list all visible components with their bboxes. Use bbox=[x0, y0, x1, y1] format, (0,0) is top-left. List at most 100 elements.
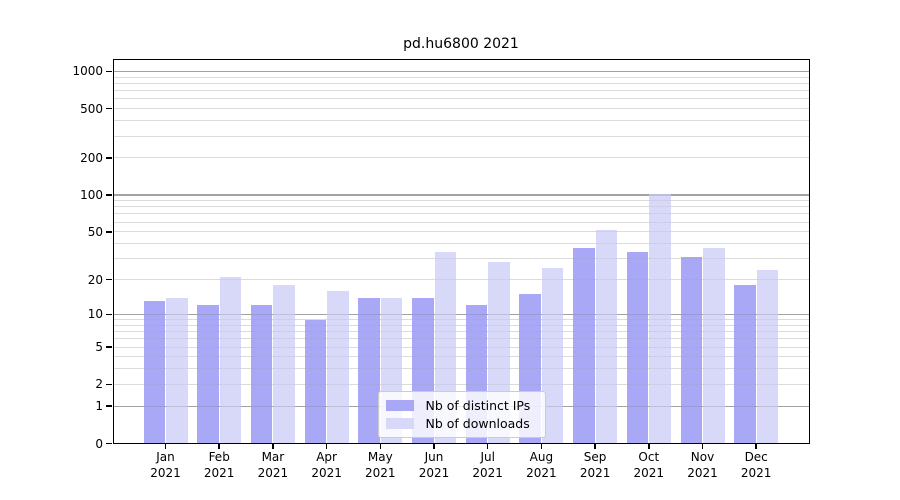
minor-gridline bbox=[112, 90, 810, 92]
minor-gridline bbox=[112, 76, 810, 78]
minor-gridline bbox=[112, 319, 810, 320]
minor-gridline bbox=[112, 108, 810, 110]
legend: Nb of distinct IPs Nb of downloads bbox=[377, 391, 546, 438]
x-tick-mark bbox=[594, 444, 596, 450]
minor-gridline bbox=[112, 258, 810, 260]
y-tick-mark bbox=[106, 157, 112, 159]
bar-dec-downloads bbox=[756, 270, 779, 444]
x-tick-label-oct: Oct 2021 bbox=[633, 450, 665, 480]
y-tick-mark bbox=[106, 442, 112, 445]
x-tick-label-aug: Aug 2021 bbox=[526, 450, 557, 480]
x-tick-label-nov: Nov 2021 bbox=[687, 450, 718, 480]
bar-jan-distinct-ips bbox=[143, 301, 165, 444]
minor-gridline bbox=[112, 120, 810, 122]
x-tick-label-jul: Jul 2021 bbox=[472, 450, 503, 480]
x-tick-label-dec: Dec 2021 bbox=[740, 450, 772, 480]
gridlines-under bbox=[112, 59, 810, 444]
major-gridline bbox=[112, 313, 810, 315]
major-gridline bbox=[112, 194, 810, 196]
legend-swatch-distinct-ips bbox=[385, 399, 414, 411]
minor-gridline bbox=[112, 383, 810, 385]
minor-gridline bbox=[112, 346, 810, 348]
minor-gridline bbox=[112, 213, 810, 215]
x-tick-mark bbox=[272, 444, 274, 450]
y-tick-label-5: 5 bbox=[95, 340, 103, 354]
bar-jan-downloads bbox=[166, 297, 188, 444]
x-tick-label-may: May 2021 bbox=[365, 450, 396, 480]
bar-may-distinct-ips bbox=[358, 297, 380, 444]
bar-sep-distinct-ips bbox=[573, 247, 595, 444]
plot-area: Nb of distinct IPs Nb of downloads bbox=[112, 59, 811, 444]
minor-gridline bbox=[112, 383, 810, 385]
gridlines-over bbox=[112, 59, 810, 444]
bar-mar-distinct-ips bbox=[250, 305, 273, 444]
chart-title: pd.hu6800 2021 bbox=[403, 36, 519, 52]
minor-gridline bbox=[112, 90, 810, 92]
y-tick-mark bbox=[106, 107, 112, 110]
x-tick-label-apr: Apr 2021 bbox=[311, 450, 342, 480]
bar-apr-downloads bbox=[327, 290, 349, 444]
bar-oct-downloads bbox=[649, 194, 671, 444]
legend-entry-distinct-ips: Nb of distinct IPs bbox=[385, 396, 538, 415]
x-tick-mark bbox=[540, 444, 543, 450]
minor-gridline bbox=[112, 200, 810, 202]
x-tick-label-sep: Sep 2021 bbox=[579, 450, 611, 480]
y-tick-mark bbox=[106, 383, 112, 386]
minor-gridline bbox=[112, 135, 810, 137]
y-tick-label-10: 10 bbox=[87, 307, 103, 322]
minor-gridline bbox=[112, 82, 810, 84]
bar-aug-downloads bbox=[541, 268, 564, 444]
legend-swatch-downloads bbox=[385, 418, 414, 430]
minor-gridline bbox=[112, 76, 810, 78]
minor-gridline bbox=[112, 356, 810, 358]
minor-gridline bbox=[112, 356, 810, 358]
minor-gridline bbox=[112, 157, 810, 159]
minor-gridline bbox=[112, 338, 810, 340]
y-tick-mark bbox=[106, 405, 112, 407]
y-tick-mark bbox=[106, 346, 112, 348]
minor-gridline bbox=[112, 331, 810, 333]
bar-oct-distinct-ips bbox=[626, 252, 649, 444]
x-tick-mark bbox=[486, 444, 489, 450]
x-tick-mark bbox=[325, 444, 328, 450]
x-tick-label-jun: Jun 2021 bbox=[418, 450, 450, 480]
x-tick-label-jan: Jan 2021 bbox=[150, 450, 181, 480]
x-tick-mark bbox=[433, 444, 435, 450]
x-tick-mark bbox=[648, 444, 650, 450]
y-tick-label-1000: 1000 bbox=[72, 64, 103, 79]
minor-gridline bbox=[112, 206, 810, 208]
minor-gridline bbox=[112, 243, 810, 244]
major-gridline bbox=[112, 70, 810, 73]
bar-nov-distinct-ips bbox=[680, 256, 702, 444]
minor-gridline bbox=[112, 98, 810, 100]
minor-gridline bbox=[112, 324, 810, 326]
major-gridline bbox=[112, 70, 810, 73]
minor-gridline bbox=[112, 368, 810, 370]
major-gridline bbox=[112, 313, 810, 315]
y-tick-mark bbox=[106, 278, 112, 281]
x-tick-mark bbox=[164, 444, 167, 450]
y-tick-label-1: 1 bbox=[95, 399, 103, 414]
minor-gridline bbox=[112, 346, 810, 348]
minor-gridline bbox=[112, 231, 810, 233]
bars-layer bbox=[113, 59, 811, 444]
minor-gridline bbox=[112, 258, 810, 260]
y-tick-label-100: 100 bbox=[80, 187, 103, 202]
y-tick-mark bbox=[106, 194, 112, 196]
minor-gridline bbox=[112, 135, 810, 137]
y-tick-label-0: 0 bbox=[95, 436, 103, 451]
minor-gridline bbox=[112, 338, 810, 340]
bar-feb-distinct-ips bbox=[197, 305, 219, 444]
minor-gridline bbox=[112, 82, 810, 84]
bar-dec-distinct-ips bbox=[734, 284, 756, 444]
minor-gridline bbox=[112, 243, 810, 244]
bar-feb-downloads bbox=[219, 277, 242, 444]
x-tick-mark bbox=[755, 444, 757, 450]
y-tick-label-2: 2 bbox=[95, 377, 103, 392]
minor-gridline bbox=[112, 319, 810, 320]
y-tick-mark bbox=[106, 231, 112, 233]
bar-apr-distinct-ips bbox=[304, 319, 327, 444]
minor-gridline bbox=[112, 108, 810, 110]
minor-gridline bbox=[112, 279, 810, 281]
